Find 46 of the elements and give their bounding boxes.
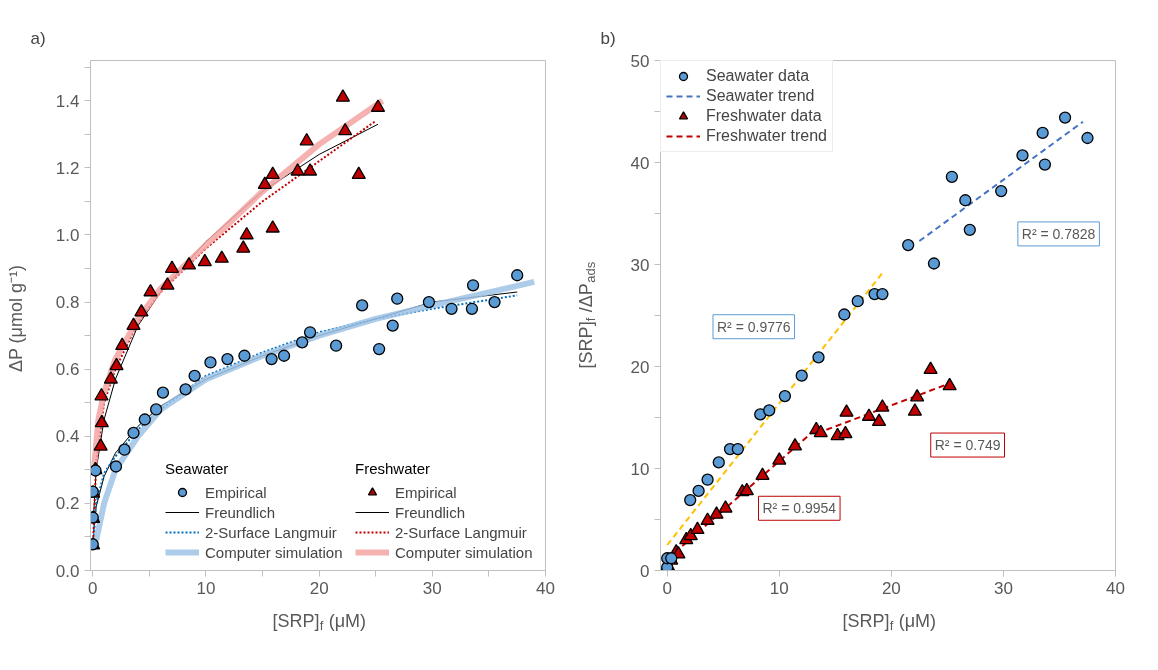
y-tick-label: 40: [630, 153, 650, 173]
legend-label: Freundlich: [395, 503, 466, 521]
y-tick-label: 1.0: [55, 225, 80, 245]
y-tick-label: 0: [640, 561, 650, 581]
x-tick-label: 20: [309, 578, 329, 598]
legend-label: 2-Surface Langmuir: [395, 523, 527, 541]
x-tick-label: 20: [881, 578, 901, 598]
y-axis-title: ΔP (μmol g⁻¹): [5, 265, 26, 373]
legend-label: Computer simulation: [205, 543, 343, 561]
annotation: R² = 0.9954: [762, 500, 837, 517]
y-axis-title: [SRP]f /ΔPads: [575, 261, 598, 369]
legend-label: Freshwater trend: [706, 127, 827, 145]
y-tick-label: 50: [630, 51, 650, 71]
chart-title: a): [30, 29, 46, 48]
legend-label: Freundlich: [205, 503, 276, 521]
y-tick-label: 10: [630, 459, 650, 479]
y-tick-label: 0.6: [55, 360, 80, 380]
annotation: R² = 0.9776: [717, 318, 791, 335]
y-tick-label: 0.4: [55, 427, 80, 447]
y-tick-label: 0.0: [55, 561, 80, 581]
x-tick-label: 30: [993, 578, 1013, 598]
legend-label: Computer simulation: [395, 543, 533, 561]
y-tick-label: 1.2: [55, 158, 80, 178]
x-tick-label: 30: [422, 578, 442, 598]
legend-label: Empirical: [395, 483, 457, 501]
x-tick-label: 40: [536, 578, 555, 598]
annotation: Freshwater: [355, 460, 432, 477]
annotation: R² = 0.749: [934, 437, 1001, 454]
y-tick-label: 1.4: [55, 91, 80, 111]
annotation: Seawater: [165, 460, 230, 477]
legend-label: Empirical: [205, 483, 267, 501]
x-tick-label: 0: [662, 578, 672, 598]
x-tick-label: 0: [88, 578, 98, 598]
legend-label: Seawater trend: [706, 87, 815, 105]
x-tick-label: 10: [196, 578, 216, 598]
y-tick-label: 0.2: [55, 494, 80, 514]
y-tick-label: 20: [630, 357, 650, 377]
y-tick-label: 30: [630, 255, 650, 275]
chart-title: b): [600, 29, 616, 48]
x-tick-label: 40: [1106, 578, 1125, 598]
legend-label: 2-Surface Langmuir: [205, 523, 337, 541]
x-tick-label: 10: [769, 578, 789, 598]
y-tick-label: 0.8: [55, 293, 80, 313]
legend-label: Freshwater data: [706, 107, 822, 125]
legend-label: Seawater data: [706, 67, 810, 85]
annotation: R² = 0.7828: [1021, 225, 1096, 242]
